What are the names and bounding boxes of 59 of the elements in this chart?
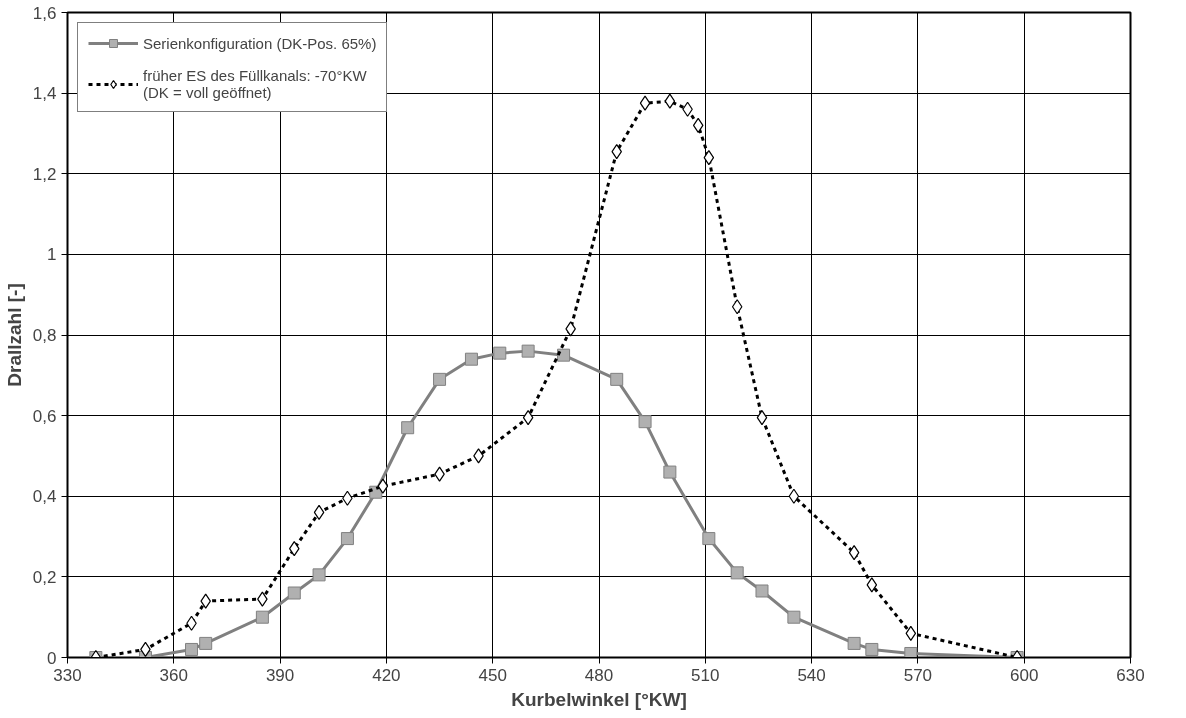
point — [692, 117, 704, 133]
y-tick-label: 0,4 — [32, 487, 57, 507]
x-tick-label: 330 — [53, 665, 82, 685]
point — [401, 421, 415, 435]
x-tick-label: 510 — [691, 665, 720, 685]
legend-label: früher ES des Füllkanals: -70°KW (DK = voll geöffnet) — [143, 67, 367, 101]
point — [433, 372, 447, 386]
point — [788, 488, 800, 504]
point — [185, 642, 199, 656]
point — [377, 478, 389, 494]
y-tick-label: 0,2 — [32, 567, 57, 587]
point — [730, 566, 744, 580]
point — [904, 646, 918, 658]
point — [703, 150, 715, 166]
x-tick-label: 390 — [265, 665, 295, 685]
y-tick-label: 0,6 — [32, 406, 57, 426]
point — [199, 636, 213, 650]
point — [464, 352, 478, 366]
x-tick-label: 630 — [1116, 665, 1145, 685]
y-tick-label: 0 — [47, 648, 57, 668]
point — [787, 610, 801, 624]
point — [522, 410, 534, 426]
x-tick-label: 570 — [903, 665, 933, 685]
x-axis-title: Kurbelwinkel [°KW] — [511, 688, 687, 710]
y-tick-label: 1 — [47, 245, 57, 265]
y-tick-label: 1,6 — [32, 3, 57, 23]
point — [663, 465, 677, 479]
x-tick-label: 540 — [797, 665, 826, 685]
legend-label: Serienkonfiguration (DK-Pos. 65%) — [143, 34, 377, 52]
point — [756, 410, 768, 426]
point — [866, 577, 878, 593]
point — [312, 568, 326, 582]
point — [340, 532, 354, 546]
point — [638, 415, 652, 429]
point — [493, 346, 507, 360]
point — [664, 93, 676, 109]
point — [639, 95, 651, 111]
point — [731, 299, 743, 315]
point — [755, 584, 769, 598]
point — [905, 625, 917, 641]
point — [557, 348, 571, 362]
point — [610, 372, 624, 386]
y-axis-title: Drallzahl [-] — [3, 283, 25, 387]
x-tick-label: 450 — [478, 665, 507, 685]
x-tick-label: 600 — [1010, 665, 1039, 685]
point — [848, 545, 860, 561]
point — [847, 636, 861, 650]
point — [255, 610, 269, 624]
y-tick-label: 1,4 — [32, 84, 57, 104]
point — [702, 532, 716, 546]
point — [521, 344, 535, 358]
x-tick-label: 420 — [372, 665, 401, 685]
point — [287, 586, 301, 600]
point — [313, 504, 325, 520]
y-tick-label: 1,2 — [32, 164, 57, 184]
x-tick-label: 480 — [584, 665, 614, 685]
y-tick-label: 0,8 — [32, 326, 57, 345]
point — [865, 642, 879, 656]
x-tick-label: 360 — [159, 665, 188, 685]
